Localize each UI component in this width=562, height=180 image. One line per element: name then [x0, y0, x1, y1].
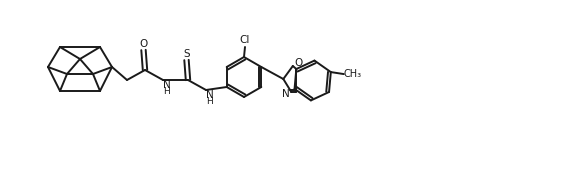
Text: O: O — [294, 58, 302, 68]
Text: N: N — [282, 89, 289, 99]
Text: N: N — [206, 90, 214, 100]
Text: H: H — [163, 87, 170, 96]
Text: O: O — [139, 39, 148, 48]
Text: S: S — [183, 48, 190, 58]
Text: Cl: Cl — [240, 35, 250, 45]
Text: CH₃: CH₃ — [344, 69, 362, 79]
Text: N: N — [162, 80, 170, 90]
Text: H: H — [206, 96, 213, 105]
